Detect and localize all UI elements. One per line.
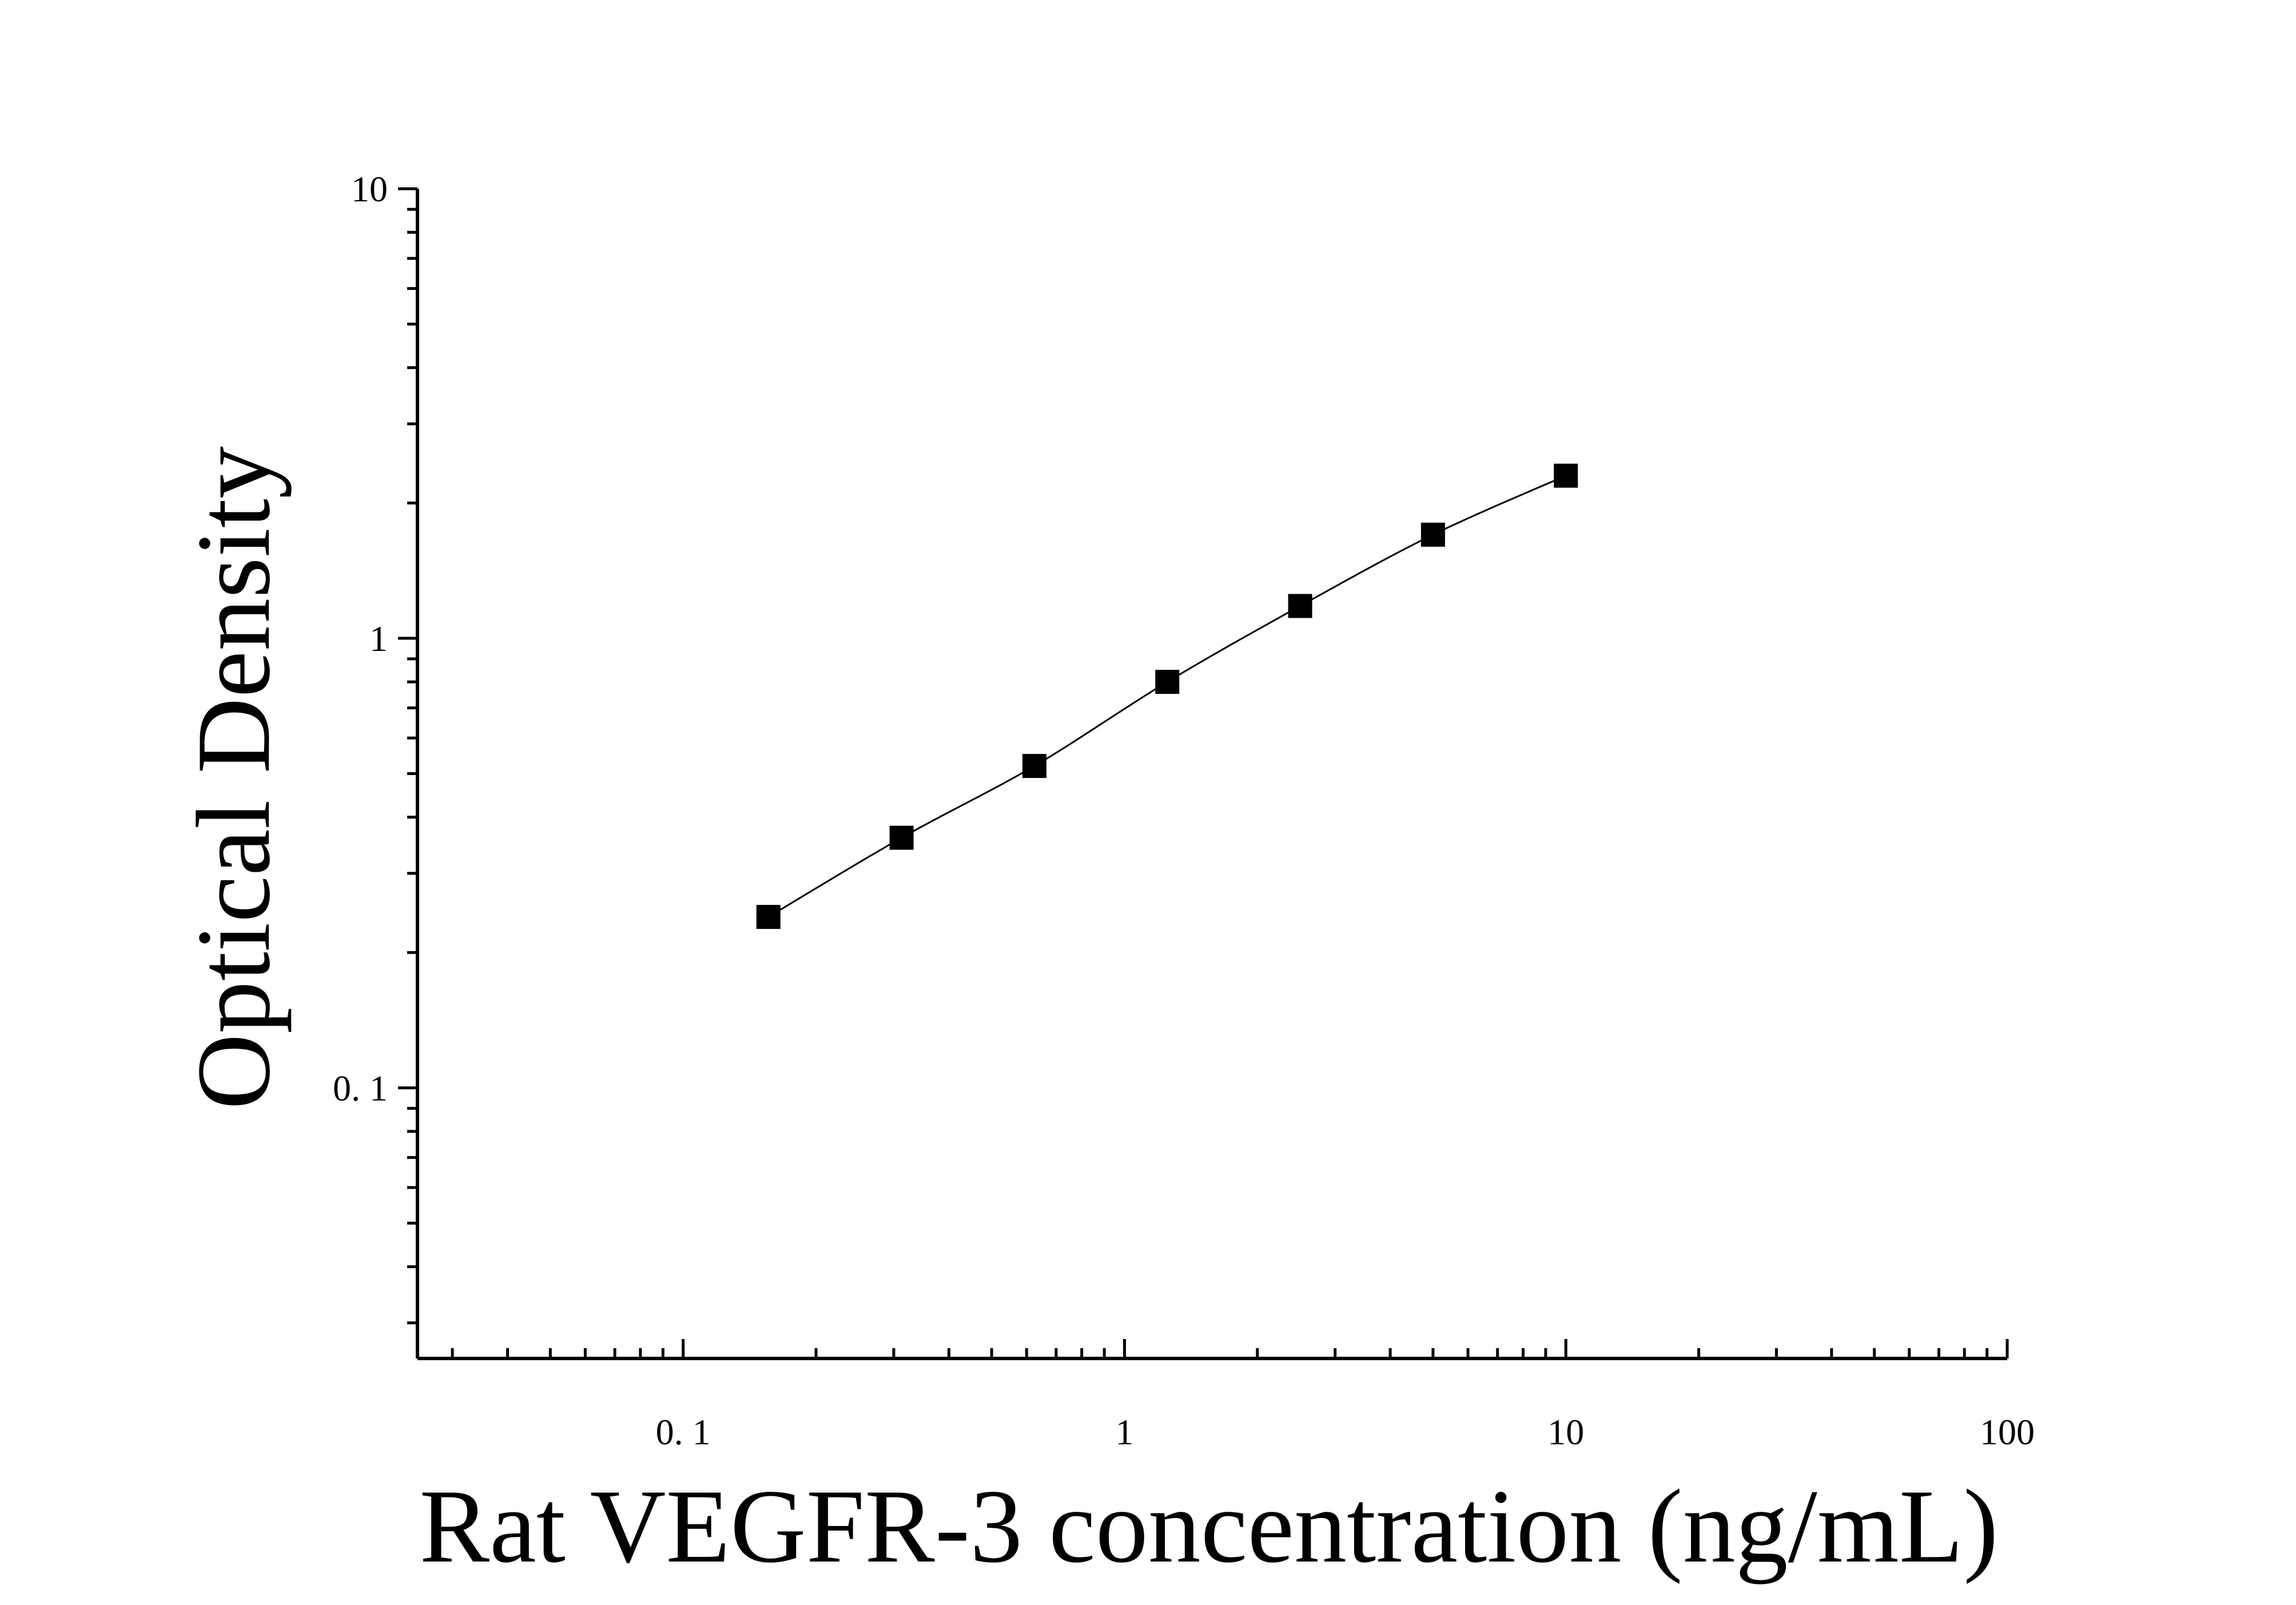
data-point-marker <box>1420 522 1445 547</box>
y-tick-label: 0. 1 <box>333 1068 388 1109</box>
y-axis-title: Optical Density <box>175 446 292 1110</box>
y-tick-label: 1 <box>369 618 388 659</box>
x-tick-label: 10 <box>1547 1412 1584 1452</box>
y-tick-label: 10 <box>351 169 388 209</box>
data-point-marker <box>756 905 781 929</box>
data-point-marker <box>1288 594 1312 618</box>
x-tick-label: 0. 1 <box>656 1412 711 1452</box>
tick-labels-layer: 0. 1 1 10 100 0. 1 1 10 <box>333 169 2035 1452</box>
data-point-marker <box>889 825 914 850</box>
data-points-layer <box>756 463 1578 929</box>
x-axis-title: Rat VEGFR-3 concentration (ng/mL) <box>419 1468 1998 1584</box>
data-point-marker <box>1155 670 1180 694</box>
x-tick-label: 100 <box>1980 1412 2035 1452</box>
data-point-marker <box>1554 463 1578 488</box>
x-tick-label: 1 <box>1115 1412 1133 1452</box>
axes-layer <box>398 187 2009 1360</box>
data-point-marker <box>1022 754 1046 778</box>
